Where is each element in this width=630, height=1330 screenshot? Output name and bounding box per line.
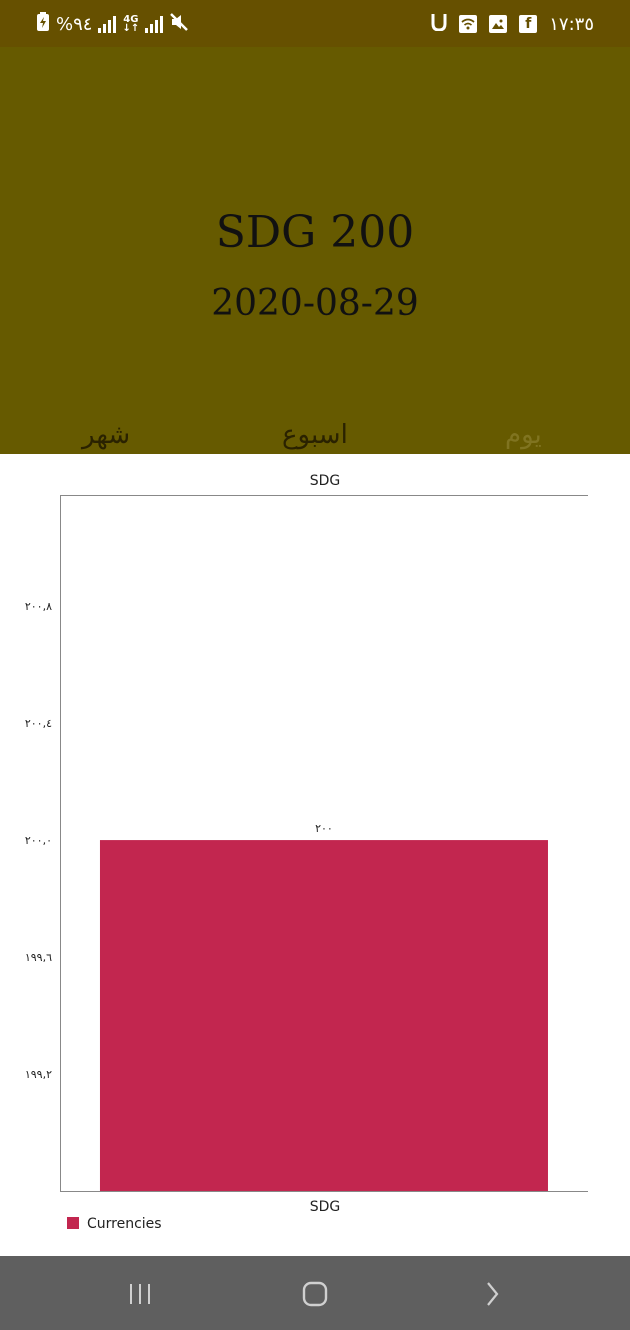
home-icon[interactable] [295,1276,335,1312]
y-tick-label: ٢٠٠,٨ [25,600,52,613]
mute-icon [169,12,189,37]
battery-percent: %٩٤ [56,13,93,35]
page-date: 2020-08-29 [211,283,419,324]
x-tick-label: SDG [310,1199,341,1215]
signal-icon [145,15,164,33]
page-title: SDG 200 [215,207,415,258]
u-icon [431,13,447,36]
navigation-bar [0,1256,630,1330]
network-type: 4G ↓↑ [122,14,140,34]
tab-day[interactable]: يوم [505,420,542,450]
status-left: %٩٤ 4G ↓↑ [36,11,189,37]
header: SDG 200 2020-08-29 شهر اسبوع يوم [0,47,630,454]
bar[interactable] [99,840,548,1191]
tab-week[interactable]: اسبوع [282,420,348,450]
legend-label: Currencies [87,1216,162,1232]
gallery-icon [489,15,508,33]
bar-value-label: ٢٠٠ [315,822,333,835]
signal-icon [98,15,117,33]
clock: ١٧:٣٥ [549,13,594,35]
y-tick-label: ٢٠٠,٠ [25,834,52,847]
recents-icon[interactable] [120,1276,160,1312]
y-tick-label: ١٩٩,٦ [25,951,52,964]
chart-title: SDG [310,473,341,489]
tab-month[interactable]: شهر [82,420,131,450]
bar-chart: SDG ١٩٩,٢ ١٩٩,٦ ٢٠٠,٠ ٢٠٠,٤ ٢٠٠,٨ ٢٠٠ SDG Cu… [25,473,588,1232]
legend-swatch [67,1217,79,1229]
facebook-icon: f [519,15,538,33]
back-icon[interactable] [472,1276,512,1312]
y-tick-label: ٢٠٠,٤ [25,717,52,730]
chart-area: SDG ١٩٩,٢ ١٩٩,٦ ٢٠٠,٠ ٢٠٠,٤ ٢٠٠,٨ ٢٠٠ SDG Cu… [0,454,630,1256]
wifi-icon [459,15,478,33]
status-bar: %٩٤ 4G ↓↑ f ١٧:٣٥ [0,0,630,47]
status-right: f ١٧:٣٥ [431,12,594,36]
y-tick-label: ١٩٩,٢ [25,1068,52,1081]
charging-battery-icon [36,11,50,37]
